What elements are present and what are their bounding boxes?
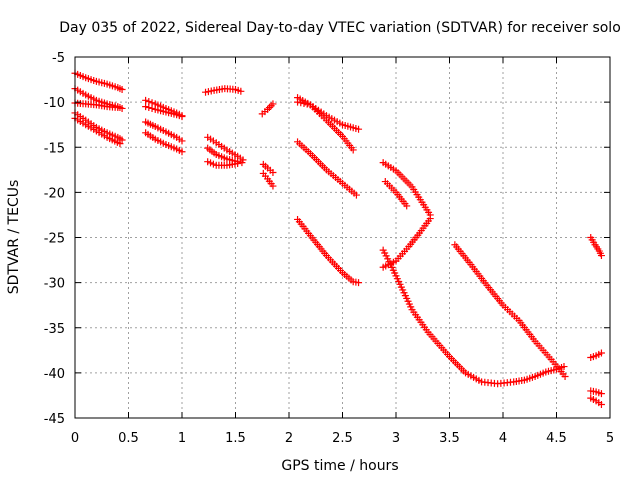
data-point [597, 252, 605, 260]
series-arc-24 [379, 246, 568, 388]
data-point [118, 85, 126, 93]
series-arc-13 [204, 158, 246, 169]
series-arc-10 [202, 85, 245, 96]
data-point [560, 363, 568, 371]
y-tick-label: -25 [44, 232, 65, 247]
axis-ticks [74, 56, 611, 419]
data-point [178, 137, 186, 145]
y-tick-label: -30 [44, 277, 65, 292]
series-arc-21 [379, 159, 434, 219]
data-point [269, 100, 277, 108]
data-point [403, 202, 411, 210]
data-point [116, 140, 124, 148]
data-point [148, 104, 156, 112]
x-axis-label: GPS time / hours [281, 458, 398, 474]
data-point [118, 136, 126, 144]
series-arc-14 [258, 100, 277, 118]
x-tick-label: 2.5 [332, 431, 353, 446]
data-point [269, 169, 277, 177]
x-tick-label: 4.5 [546, 431, 567, 446]
x-tick-label: 1 [178, 431, 186, 446]
chart-title: Day 035 of 2022, Sidereal Day-to-day VTE… [59, 20, 621, 36]
x-tick-label: 3 [392, 431, 400, 446]
x-tick-label: 0 [71, 431, 79, 446]
data-point [178, 113, 186, 121]
y-tick-label: -40 [44, 367, 65, 382]
data-point [234, 159, 242, 167]
data-point [114, 104, 122, 112]
x-tick-label: 4 [499, 431, 507, 446]
data-point [237, 87, 245, 95]
data-point [597, 400, 605, 408]
series-arc-15 [259, 160, 277, 177]
series-arc-22 [381, 178, 411, 210]
y-tick-label: -5 [52, 51, 65, 66]
data-point [561, 372, 569, 380]
series-arc-25 [451, 241, 569, 380]
data-point [269, 182, 277, 190]
data-point [597, 390, 605, 398]
data-point [238, 159, 246, 167]
data-point [142, 103, 150, 111]
series-arc-28 [587, 387, 605, 398]
data-point [426, 215, 434, 223]
series-arc-1 [71, 69, 126, 93]
data-point [265, 104, 273, 112]
data-point [145, 98, 153, 106]
data-point [597, 349, 605, 357]
series-arc-4 [71, 109, 126, 144]
data-point [118, 104, 126, 112]
series-arc-8 [142, 118, 186, 145]
y-tick-label: -20 [44, 186, 65, 201]
x-tick-label: 3.5 [439, 431, 460, 446]
data-point [267, 102, 275, 110]
data-points [71, 69, 605, 408]
series-arc-19 [294, 138, 360, 199]
series-arc-23 [379, 215, 434, 271]
data-point [352, 191, 360, 199]
series-arc-18 [294, 98, 363, 133]
data-point [178, 148, 186, 156]
y-tick-label: -15 [44, 141, 65, 156]
data-point [145, 104, 153, 112]
data-point [355, 279, 363, 287]
series-arc-3 [71, 99, 122, 112]
data-point [297, 99, 305, 107]
data-point [300, 99, 308, 107]
series-arc-7 [142, 103, 186, 121]
data-point [294, 98, 302, 106]
data-point [355, 125, 363, 133]
x-tick-label: 0.5 [118, 431, 139, 446]
data-point [349, 146, 357, 154]
axis-tick-labels: 0 0.5 1 1.5 2 2.5 3 3.5 4 4.5 5 -45 -40 -35 -30 -25 -20 -… [44, 51, 614, 446]
x-tick-label: 1.5 [225, 431, 246, 446]
y-tick-label: -35 [44, 322, 65, 337]
data-point [303, 100, 311, 108]
series-arc-26 [587, 234, 605, 260]
series-arc-16 [259, 169, 277, 190]
x-tick-label: 5 [606, 431, 614, 446]
x-tick-label: 2 [285, 431, 293, 446]
series-arc-9 [142, 129, 186, 156]
series-arc-27 [587, 349, 605, 362]
series-arc-29 [587, 394, 605, 408]
series-arc-20 [294, 215, 363, 287]
series-arc-5 [71, 114, 124, 148]
y-tick-label: -45 [44, 412, 65, 427]
series-arc-11 [204, 133, 247, 164]
data-point [142, 96, 150, 104]
y-axis-label: SDTVAR / TECUs [6, 180, 22, 295]
y-tick-label: -10 [44, 96, 65, 111]
grid-lines [75, 57, 610, 418]
